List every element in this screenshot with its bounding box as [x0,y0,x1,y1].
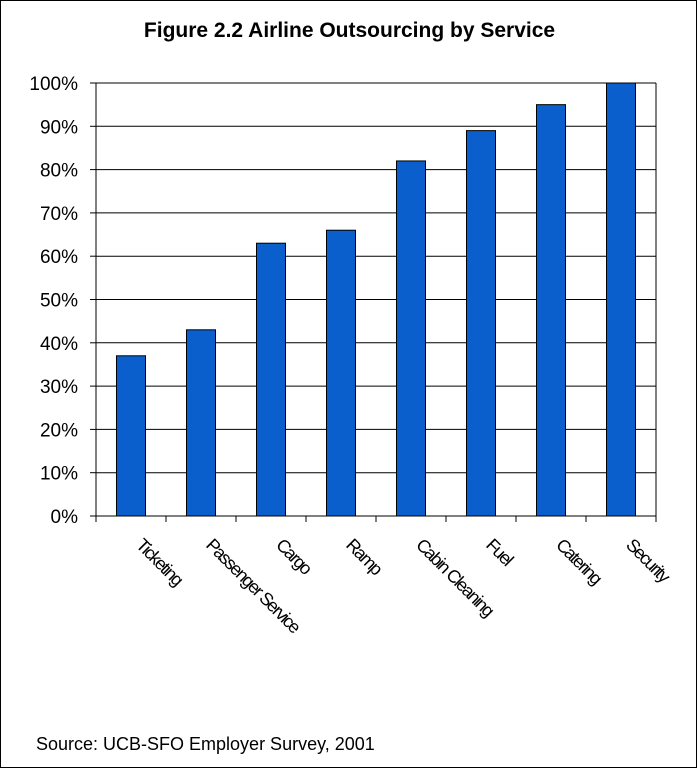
y-tick-label: 0% [51,507,79,528]
bar [256,242,286,517]
y-tick-label: 30% [40,377,78,398]
category-label: Cargo [272,535,316,579]
category-label: Security [622,535,674,587]
bar [326,229,356,517]
y-tick-label: 100% [29,74,78,95]
source-note: Source: UCB-SFO Employer Survey, 2001 [36,734,375,754]
y-tick-label: 50% [40,291,78,312]
y-tick-label: 90% [40,117,78,138]
y-tick-label: 80% [40,161,78,182]
y-tick-label: 40% [40,334,78,355]
bar [396,160,426,517]
bar [606,82,636,517]
y-tick-label: 10% [40,464,78,485]
category-label: Ticketing [132,535,187,590]
category-label: Catering [552,535,606,589]
category-label: Ramp [342,535,387,580]
bar [536,104,566,517]
y-tick-label: 60% [40,247,78,268]
bar [116,355,146,517]
category-label: Fuel [482,535,517,570]
y-tick-label: 70% [40,204,78,225]
chart-title: Figure 2.2 Airline Outsourcing by Servic… [143,19,556,42]
y-tick-label: 20% [40,420,78,441]
bar [186,329,216,517]
bar [466,130,496,517]
